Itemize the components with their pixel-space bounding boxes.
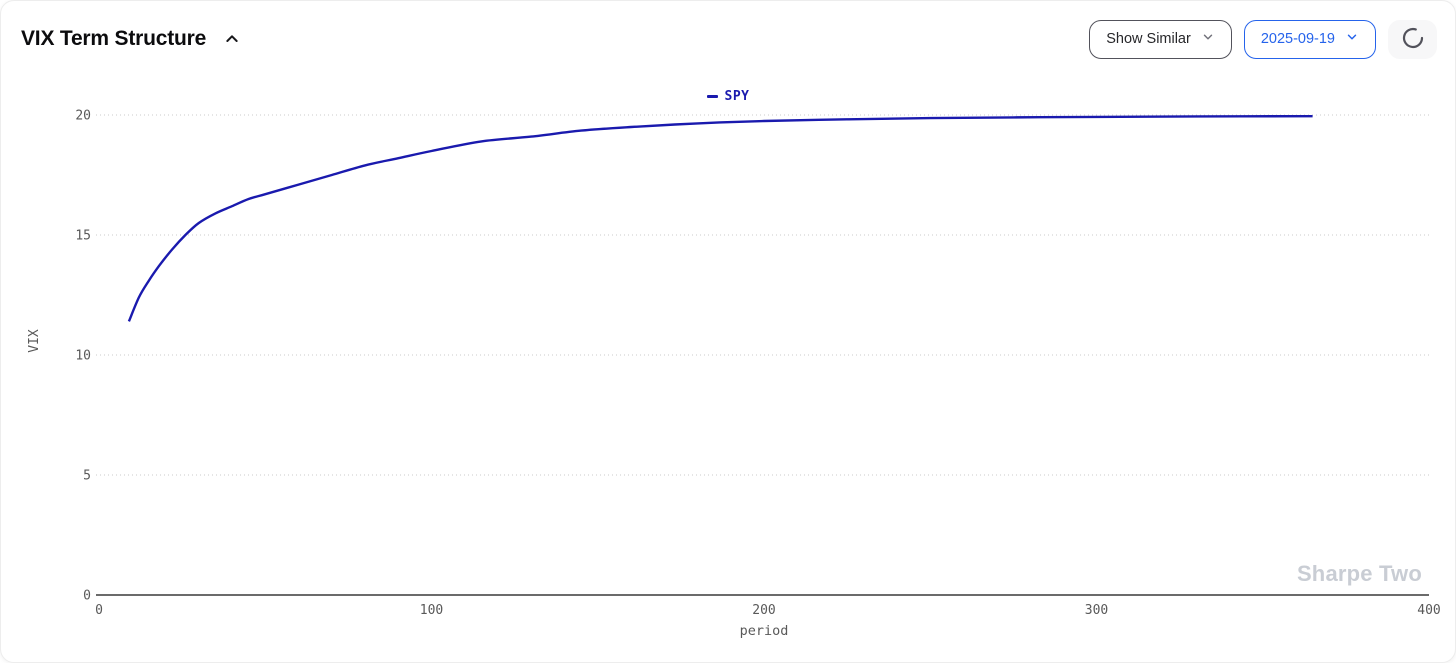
chevron-up-icon — [224, 31, 240, 50]
collapse-button[interactable] — [220, 29, 244, 53]
y-axis-title: VIX — [27, 329, 42, 353]
x-tick-label: 0 — [95, 603, 103, 618]
show-similar-select[interactable]: Show Similar — [1089, 19, 1232, 59]
loader-circle-icon — [1401, 26, 1425, 53]
y-tick-label: 5 — [83, 469, 91, 484]
x-tick-label: 300 — [1085, 603, 1108, 618]
chevron-down-icon — [1345, 30, 1359, 48]
y-tick-label: 20 — [75, 109, 91, 124]
y-tick-label: 15 — [75, 229, 91, 244]
y-tick-label: 0 — [83, 589, 91, 604]
x-tick-label: 100 — [420, 603, 443, 618]
toolbar: Show Similar 2025-09-19 — [1089, 19, 1437, 59]
date-value: 2025-09-19 — [1260, 31, 1335, 47]
page-title: VIX Term Structure — [21, 27, 207, 50]
card-header: VIX Term Structure Show Similar 2025-09-… — [1, 1, 1455, 63]
loading-spinner-button[interactable] — [1388, 19, 1437, 59]
date-select[interactable]: 2025-09-19 — [1243, 19, 1376, 59]
x-tick-label: 400 — [1417, 603, 1440, 618]
x-axis-title: period — [739, 623, 789, 639]
show-similar-label: Show Similar — [1106, 31, 1191, 47]
chevron-down-icon — [1201, 30, 1215, 48]
x-tick-label: 200 — [752, 603, 775, 618]
title-group: VIX Term Structure — [21, 26, 244, 53]
y-tick-label: 10 — [75, 349, 91, 364]
series-line-spy — [127, 115, 1313, 322]
